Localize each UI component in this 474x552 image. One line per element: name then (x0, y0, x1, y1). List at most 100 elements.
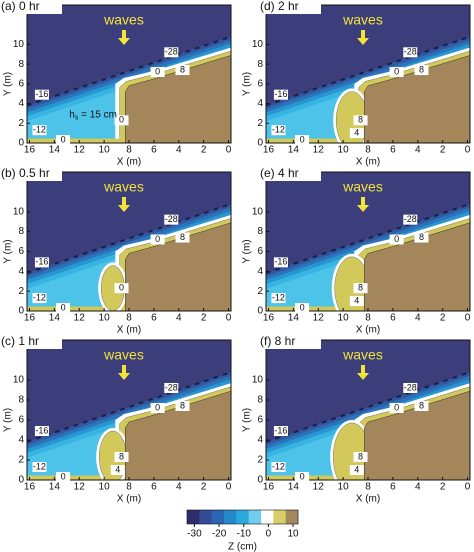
y-tick-label: 8 (18, 226, 24, 237)
y-tick-label: 10 (252, 375, 264, 386)
dash (386, 397, 392, 402)
dash (91, 248, 97, 252)
dash (461, 204, 467, 208)
dash (424, 49, 430, 53)
contour-label: -12 (272, 292, 285, 302)
depth-band (27, 172, 231, 274)
x-tick-label: 12 (313, 482, 325, 493)
note-part: = 15 cm (78, 109, 117, 120)
land (364, 222, 470, 311)
contour-label: -28 (165, 382, 178, 392)
contour-label: 8 (180, 232, 185, 242)
x-tick-label: 6 (151, 313, 157, 324)
waves-arrow (357, 365, 369, 380)
colorbar-swatch (273, 510, 286, 524)
dash (82, 251, 88, 256)
dash (147, 62, 153, 66)
label-bg (295, 472, 310, 482)
dash (185, 385, 191, 389)
dash (63, 90, 69, 94)
bottom-strip (266, 306, 365, 311)
panel-title: (f) 8 hr (260, 334, 295, 348)
contour-label: -28 (404, 47, 417, 57)
contour-label: 0 (300, 302, 305, 312)
dash (63, 426, 69, 431)
x-tick-label: 12 (74, 482, 86, 493)
dash (275, 267, 281, 271)
y-tick-label: 0 (18, 475, 24, 486)
x-tick-label: 8 (365, 313, 371, 324)
dash (330, 80, 336, 85)
bottom-strip (27, 138, 126, 143)
dash (157, 226, 163, 230)
colorbar-tick-label: -20 (212, 529, 227, 540)
y-tick-label: 6 (257, 78, 263, 89)
y-tick-label: 8 (18, 395, 24, 406)
dash (266, 102, 271, 107)
waves-label: waves (103, 179, 144, 195)
label-bg (34, 89, 49, 100)
dash (110, 410, 116, 415)
panel: -28 -16 -12 0 0 8 0 (b) 0.5 hr waves 16 14 12 10 8 6 4 2… (0, 166, 232, 336)
x-tick-label: 6 (390, 313, 396, 324)
x-tick-label: 14 (49, 482, 61, 493)
label-bg (414, 232, 429, 243)
contour-label: 8 (358, 451, 363, 461)
y-tick-label: 6 (18, 78, 24, 89)
dash (340, 413, 346, 418)
dash (368, 235, 374, 240)
x-tick-label: 2 (440, 145, 446, 156)
label-bg (114, 283, 129, 294)
field (27, 5, 231, 143)
contour-label: -16 (274, 89, 287, 99)
contour-label: 8 (358, 283, 363, 293)
colorbar-tick-label: -30 (187, 529, 202, 540)
dash (147, 397, 153, 402)
y-tick-label: 0 (18, 306, 24, 317)
dash (101, 413, 107, 418)
x-tick-label: 16 (24, 482, 36, 493)
y-tick-label: 4 (257, 266, 263, 277)
dash (321, 420, 327, 424)
title-bg (259, 335, 321, 349)
x-tick-label: 0 (226, 145, 232, 156)
depth-band (266, 5, 470, 106)
land (364, 55, 470, 143)
contour-label: 0 (155, 66, 160, 76)
contour-label: 4 (115, 464, 120, 474)
y-tick-label: 2 (257, 118, 263, 129)
contour-label: 8 (180, 64, 185, 74)
depth-band (27, 5, 231, 106)
x-tick-label: 6 (151, 482, 157, 493)
waves-arrow (118, 197, 130, 212)
colorbar-tick-label: -10 (237, 529, 252, 540)
x-tick-label: 16 (263, 482, 275, 493)
x-tick-label: 12 (313, 145, 325, 156)
dash (349, 74, 355, 79)
dash (222, 372, 228, 376)
field (266, 340, 470, 480)
dash (266, 270, 271, 275)
label-bg (56, 135, 71, 146)
dash (36, 267, 42, 271)
dash (54, 93, 60, 97)
dash (138, 65, 144, 69)
dash (185, 49, 191, 53)
note-part: s (75, 114, 79, 121)
x-tick-label: 2 (201, 482, 207, 493)
y-axis-label: Y (m) (3, 72, 14, 96)
y-tick-label: 8 (257, 395, 263, 406)
x-tick-label: 16 (263, 313, 275, 324)
label-bg (273, 89, 288, 100)
label-bg (353, 452, 368, 462)
dash (36, 99, 42, 104)
dash (147, 229, 153, 233)
dash (433, 382, 439, 386)
y-axis-label: Y (m) (242, 408, 253, 432)
dash (452, 207, 458, 211)
colorbar-swatch (261, 510, 274, 524)
dash (119, 239, 125, 243)
dash (185, 216, 191, 221)
colorbar-swatch (248, 510, 262, 524)
